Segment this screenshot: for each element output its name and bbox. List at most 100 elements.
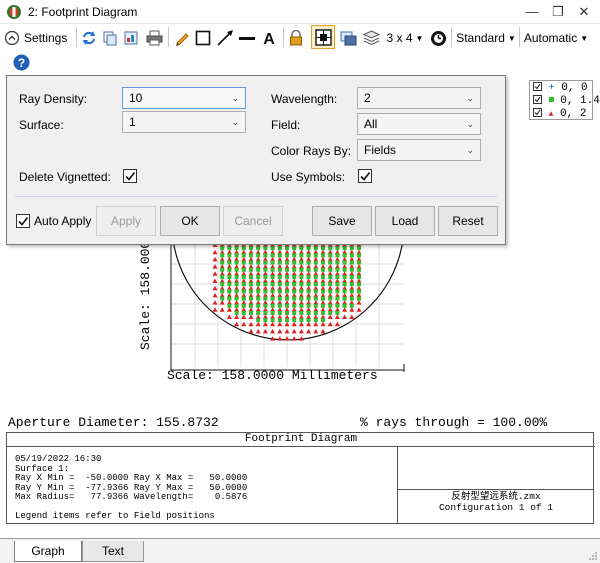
- ray-square-marker: [249, 267, 253, 272]
- info-line: Legend items refer to Field positions: [15, 511, 215, 521]
- ray-triangle-marker: [327, 292, 333, 298]
- restore-button[interactable]: ❐: [552, 4, 564, 19]
- ray-triangle-marker: [320, 307, 326, 312]
- apply-button[interactable]: Apply: [96, 206, 156, 236]
- refresh-button[interactable]: [80, 27, 98, 49]
- grid-toggle-button[interactable]: [311, 25, 335, 49]
- ray-square-marker: [335, 246, 340, 251]
- color-rays-select[interactable]: Fields ⌄: [357, 139, 481, 161]
- timer-button[interactable]: [428, 27, 448, 49]
- ray-square-marker: [292, 282, 297, 287]
- ray-square-marker: [227, 267, 232, 272]
- ray-triangle-marker: [248, 314, 254, 319]
- window-layout-button[interactable]: [338, 27, 358, 49]
- rays-through-label: % rays through = 100.00%: [360, 415, 548, 430]
- ray-square-marker: [220, 260, 225, 265]
- toolbar-separator: [168, 27, 169, 47]
- tab-text[interactable]: Text: [82, 541, 144, 562]
- lock-button[interactable]: [287, 27, 305, 49]
- ray-square-marker: [241, 253, 246, 258]
- ray-square-marker: [292, 267, 297, 272]
- draw-arrow-button[interactable]: [215, 27, 235, 49]
- ray-triangle-marker: [262, 300, 268, 305]
- ray-square-marker: [342, 253, 347, 258]
- ray-triangle-marker: [277, 249, 283, 255]
- ray-triangle-marker: [248, 249, 254, 255]
- ray-square-marker: [256, 296, 261, 301]
- ray-square-marker: [241, 282, 246, 287]
- ray-square-marker: [328, 267, 333, 272]
- plot-area: Scale: 158.0000 Scale: 158.0000 Millimet…: [0, 74, 600, 434]
- ray-triangle-marker: [356, 285, 362, 291]
- ray-triangle-marker: [306, 271, 312, 276]
- ray-triangle-marker: [219, 300, 225, 305]
- ray-triangle-marker: [241, 292, 247, 298]
- ray-triangle-marker: [262, 314, 268, 319]
- ray-triangle-marker: [342, 285, 348, 291]
- chevron-down-icon: ⌄: [466, 119, 474, 129]
- ray-triangle-marker: [349, 256, 355, 262]
- file-name: 反射型望远系统.zmx: [451, 491, 541, 502]
- layers-button[interactable]: [361, 27, 381, 49]
- standard-dropdown[interactable]: Standard ▼: [455, 27, 517, 49]
- ok-button[interactable]: OK: [160, 206, 220, 236]
- ray-triangle-marker: [284, 328, 290, 334]
- ray-triangle-marker: [313, 256, 319, 262]
- ray-square-marker: [321, 253, 325, 258]
- layout-dropdown[interactable]: 3 x 4 ▼: [385, 27, 425, 49]
- text-icon: A: [263, 31, 275, 46]
- surface-select[interactable]: 1 ⌄: [122, 111, 246, 133]
- copy-button[interactable]: [101, 27, 119, 49]
- ray-square-marker: [335, 282, 340, 287]
- auto-apply-checkbox[interactable]: [16, 214, 30, 228]
- automatic-dropdown[interactable]: Automatic ▼: [522, 27, 590, 49]
- ray-square-marker: [306, 296, 311, 301]
- ray-square-marker: [306, 289, 311, 294]
- settings-button[interactable]: Settings: [4, 27, 74, 49]
- ray-square-marker: [313, 246, 318, 251]
- ray-square-marker: [292, 246, 297, 251]
- ray-square-marker: [263, 246, 268, 251]
- ray-triangle-marker: [255, 328, 261, 334]
- field-select[interactable]: All ⌄: [357, 113, 481, 135]
- ray-triangle-marker: [298, 285, 304, 291]
- minimize-button[interactable]: —: [525, 4, 539, 19]
- draw-rectangle-button[interactable]: [194, 27, 212, 49]
- ray-square-marker: [357, 275, 361, 279]
- draw-pencil-button[interactable]: [173, 27, 191, 49]
- wavelength-select[interactable]: 2 ⌄: [357, 87, 481, 109]
- use-symbols-checkbox[interactable]: [358, 169, 372, 183]
- ray-square-marker: [270, 318, 275, 323]
- help-button[interactable]: ?: [11, 51, 31, 73]
- ray-triangle-marker: [226, 271, 232, 276]
- cancel-button[interactable]: Cancel: [223, 206, 283, 236]
- load-button[interactable]: Load: [375, 206, 435, 236]
- resize-grip-icon[interactable]: [588, 551, 598, 561]
- export-button[interactable]: [122, 27, 140, 49]
- print-button[interactable]: [144, 27, 164, 49]
- ray-triangle-marker: [212, 285, 218, 291]
- ray-square-marker: [285, 253, 289, 258]
- draw-line-button[interactable]: [238, 27, 256, 49]
- ray-triangle-marker: [234, 256, 240, 262]
- draw-text-button[interactable]: A: [259, 27, 279, 49]
- ray-triangle-marker: [255, 307, 261, 312]
- reset-button[interactable]: Reset: [438, 206, 498, 236]
- use-symbols-label: Use Symbols:: [271, 170, 346, 184]
- save-button[interactable]: Save: [312, 206, 372, 236]
- ray-square-marker: [234, 253, 239, 258]
- ray-triangle-marker: [262, 256, 268, 262]
- ray-triangle-marker: [277, 300, 283, 305]
- delete-vignetted-checkbox[interactable]: [123, 169, 137, 183]
- ray-triangle-marker: [313, 278, 319, 283]
- tab-graph[interactable]: Graph: [14, 541, 82, 562]
- close-button[interactable]: ✕: [578, 4, 590, 19]
- ray-triangle-marker: [356, 307, 362, 312]
- surface-value: 1: [129, 115, 136, 129]
- color-rays-value: Fields: [364, 143, 397, 157]
- ray-density-select[interactable]: 10 ⌄: [122, 87, 246, 109]
- ray-triangle-marker: [334, 256, 340, 262]
- ray-triangle-marker: [342, 300, 348, 305]
- ray-triangle-marker: [349, 314, 355, 319]
- delete-vignetted-label: Delete Vignetted:: [19, 170, 111, 184]
